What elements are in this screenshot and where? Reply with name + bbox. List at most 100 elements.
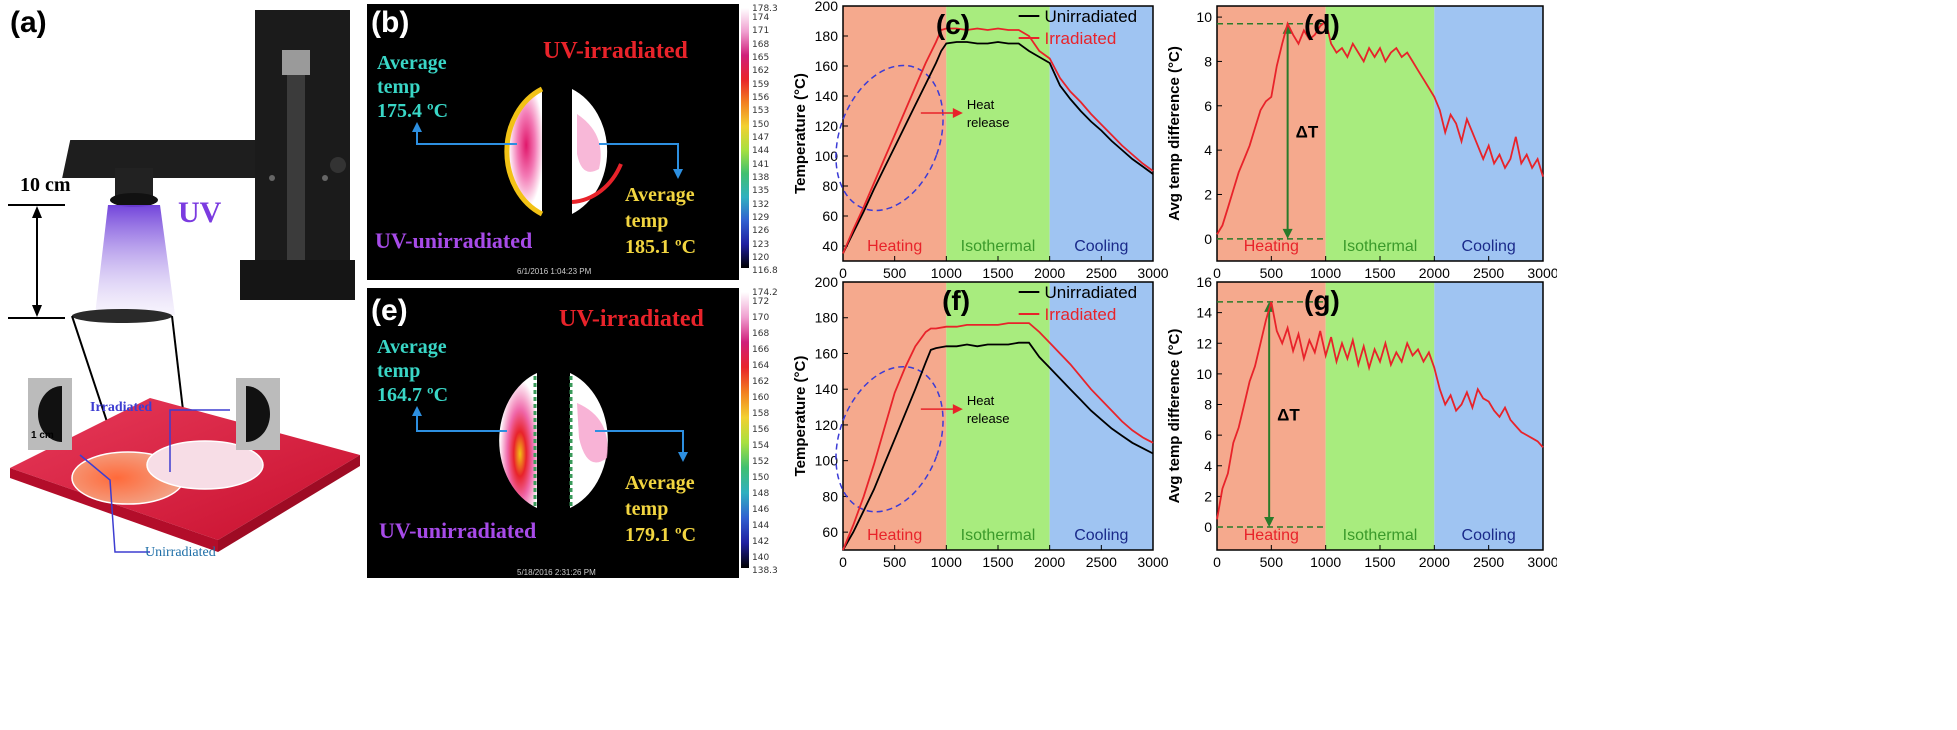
y-tick-label: 14	[1196, 305, 1212, 321]
region-heating	[1217, 6, 1326, 261]
right-avg-title-2-b: temp	[625, 210, 669, 232]
region-heating	[1217, 282, 1326, 550]
colorbar-tick: 171	[752, 26, 770, 37]
x-tick-label: 3000	[1527, 265, 1557, 281]
uv-unirradiated-title-b: UV-unirradiated	[375, 228, 533, 253]
heat-release-label-1: Heat	[967, 393, 995, 408]
region-cooling	[1434, 6, 1543, 261]
region-cooling	[1049, 6, 1153, 261]
colorbar-tick: 142	[752, 537, 770, 547]
y-tick-label: 100	[815, 148, 839, 164]
x-tick-label: 2500	[1086, 265, 1117, 281]
x-tick-label: 2500	[1473, 554, 1504, 570]
left-avg-value-e: 164.7 ºC	[377, 384, 449, 406]
left-avg-title-2-b: temp	[377, 76, 421, 98]
uv-apparatus-illustration	[8, 10, 360, 553]
colorbar-tick: 168	[752, 329, 770, 339]
colorbar-tick: 156	[752, 93, 770, 103]
region-label-isothermal: Isothermal	[1343, 238, 1418, 255]
colorbar-tick: 170	[752, 313, 770, 323]
colorbar-tick: 146	[752, 505, 770, 515]
colorbar-strip-b	[741, 8, 749, 268]
y-tick-label: 8	[1204, 397, 1212, 413]
heat-release-label-2: release	[967, 115, 1010, 130]
x-tick-label: 0	[839, 554, 847, 570]
focus-lens	[72, 309, 172, 323]
chart-c: Heating Isothermal Cooling 0 500 1000 1500 2000…	[792, 0, 1169, 281]
colorbar-tick: 150	[752, 119, 770, 130]
chart-d: Heating Isothermal Cooling 0 500 1000 1500 2000…	[1166, 5, 1557, 281]
x-tick-label: 1500	[982, 554, 1013, 570]
region-label-isothermal: Isothermal	[1343, 527, 1418, 544]
colorbar-tick: 162	[752, 377, 770, 387]
y-tick-label: 12	[1196, 335, 1212, 351]
colorbar-b: 178.3 174 171 168 165 162 159 156 153 150 147 144 1…	[741, 4, 778, 276]
x-tick-label: 0	[1213, 554, 1221, 570]
legend-label: Irradiated	[1045, 305, 1117, 324]
y-tick-label: 80	[822, 488, 838, 504]
colorbar-max-b: 178.3	[752, 4, 778, 14]
thermal-image-e: (e) Average temp 164.7 ºC UV-irradiated …	[367, 288, 739, 578]
region-label-heating: Heating	[867, 527, 922, 544]
region-label-cooling: Cooling	[1074, 238, 1128, 255]
y-tick-label: 10	[1196, 366, 1212, 382]
colorbar-tick: 144	[752, 521, 770, 531]
x-tick-label: 1000	[931, 265, 962, 281]
y-tick-label: 4	[1204, 458, 1212, 474]
colorbar-tick: 153	[752, 106, 770, 117]
region-label-heating: Heating	[867, 238, 922, 255]
heat-release-arrowhead	[952, 108, 963, 118]
x-tick-label: 2000	[1034, 265, 1065, 281]
region-cooling	[1434, 282, 1543, 550]
heat-release-arrowhead	[952, 404, 963, 415]
legend-label: Irradiated	[1045, 29, 1117, 48]
colorbar-tick: 166	[752, 345, 770, 355]
y-tick-label: 200	[815, 0, 839, 14]
y-tick-label: 200	[815, 276, 839, 290]
unirradiated-half-b	[506, 89, 542, 214]
y-tick-label: 120	[815, 118, 839, 134]
x-tick-label: 2000	[1034, 554, 1065, 570]
series-line-unirradiated	[842, 41, 1154, 254]
region-label-isothermal: Isothermal	[961, 238, 1036, 255]
colorbar-tick: 120	[752, 253, 770, 263]
right-avg-value-b: 185.1 ºC	[625, 236, 697, 258]
uv-irradiated-title-e: UV-irradiated	[559, 306, 704, 332]
unirradiated-label: Unirradiated	[145, 545, 216, 560]
colorbar-tick: 123	[752, 239, 770, 250]
series-line-irradiated	[842, 27, 1154, 254]
x-tick-label: 2500	[1086, 554, 1117, 570]
panel-e-label: (e)	[371, 294, 408, 327]
y-tick-label: 2	[1204, 186, 1212, 202]
colorbar-tick: 135	[752, 186, 770, 197]
uv-irradiated-title-b: UV-irradiated	[543, 38, 688, 64]
y-tick-label: 60	[822, 208, 838, 224]
x-tick-label: 500	[883, 554, 907, 570]
region-isothermal	[1325, 282, 1435, 550]
delta-arrowhead-bottom	[1264, 517, 1275, 528]
uv-label: UV	[178, 196, 222, 229]
x-tick-label: 500	[1260, 265, 1284, 281]
chart-g: Heating Isothermal Cooling 0 500 1000 1500 2000…	[1166, 276, 1557, 570]
x-tick-label: 0	[839, 265, 847, 281]
region-isothermal	[1325, 6, 1435, 261]
y-tick-label: 0	[1204, 231, 1212, 247]
distance-label: 10 cm	[20, 174, 71, 196]
colorbar-tick: 132	[752, 199, 770, 210]
colorbar-tick: 144	[752, 146, 770, 157]
irradiated-sample	[146, 440, 264, 490]
colorbar-tick: 138	[752, 173, 770, 183]
y-axis-label: Temperature (°C)	[792, 73, 809, 194]
delta-arrowhead-bottom	[1282, 228, 1293, 239]
x-tick-label: 1000	[1310, 554, 1341, 570]
colorbar-tick: 140	[752, 553, 770, 563]
colorbar-tick: 141	[752, 159, 770, 170]
colorbar-tick: 162	[752, 66, 770, 77]
x-tick-label: 3000	[1137, 265, 1168, 281]
y-axis-label: Temperature (°C)	[792, 356, 809, 477]
delta-t-label: ΔT	[1296, 122, 1319, 141]
left-avg-title-2-e: temp	[377, 360, 421, 382]
y-tick-label: 6	[1204, 98, 1212, 114]
uv-beam	[95, 205, 175, 315]
colorbar-tick: 174	[752, 13, 770, 23]
